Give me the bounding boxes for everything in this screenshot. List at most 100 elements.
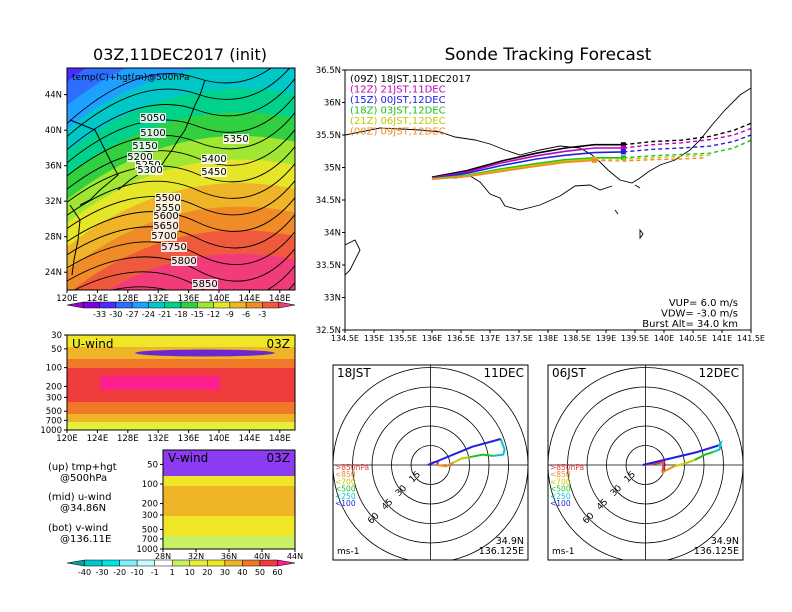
height-contour [67, 145, 295, 203]
x-tick-label: 137.5E [505, 334, 533, 343]
contour-label: 5400 [201, 154, 226, 165]
x-tick-label: 134.5E [331, 334, 359, 343]
colorbar-swatch [189, 559, 208, 567]
hodograph-segment [712, 439, 723, 453]
legend-entry: (15Z) 00JST,12DEC [350, 95, 446, 106]
y-tick-label: 700 [142, 535, 158, 545]
y-tick-label: 32N [45, 197, 62, 207]
side-note: (up) tmp+hgt [48, 462, 117, 473]
colorbar-swatch [164, 301, 182, 309]
y-tick-label: 36N [45, 162, 62, 172]
x-tick-label: 148E [269, 294, 291, 304]
hodograph-date-right: 12DEC [699, 366, 739, 380]
y-tick-label: 200 [142, 500, 158, 510]
hodograph-segment [469, 453, 494, 459]
burst-marker [620, 145, 626, 151]
track-line-descent [594, 154, 711, 160]
x-tick-label: 120E [56, 434, 78, 444]
height-contour [67, 213, 295, 256]
launch-parameter: VDW= -3.0 m/s [661, 309, 738, 320]
x-tick-label: 138.5E [563, 334, 591, 343]
colorbar-swatch [115, 301, 133, 309]
x-tick-label: 144E [239, 294, 261, 304]
x-tick-label: 132E [147, 434, 169, 444]
colorbar-label: -30 [96, 568, 109, 577]
y-tick-label: 1000 [40, 426, 62, 436]
colorbar-label: -33 [93, 310, 106, 319]
x-tick-label: 141E [712, 334, 732, 343]
y-tick-label: 1000 [136, 545, 158, 555]
y-tick-label: 36.5N [316, 66, 341, 76]
burst-marker [620, 149, 626, 155]
u-wind-easterly-area [135, 349, 275, 357]
x-tick-label: 144E [239, 434, 261, 444]
hodograph-segment [427, 438, 501, 466]
track-line [431, 151, 624, 180]
v-wind-time: 03Z [267, 451, 291, 465]
y-tick-label: 34N [324, 229, 341, 239]
colorbar-swatch [229, 301, 247, 309]
contour-label: 5700 [151, 231, 176, 242]
y-tick-label: 50 [51, 345, 62, 355]
x-tick-label: 148E [269, 434, 291, 444]
colorbar-swatch [136, 559, 155, 567]
track-line [431, 159, 595, 180]
coastline-kii [440, 175, 613, 211]
coastline-korea-china [69, 119, 119, 206]
height-contour [67, 179, 295, 230]
colorbar-swatch [131, 301, 149, 309]
colorbar-label: 1 [170, 568, 175, 577]
contour-label: 5050 [140, 113, 165, 124]
map-frame [66, 67, 296, 291]
legend-entry: (21Z) 06JST,12DEC [350, 116, 446, 127]
hodograph-legend-entry: <500 [335, 485, 356, 494]
x-tick-label: 136.5E [447, 334, 475, 343]
height-contour [67, 162, 295, 217]
contour-label: 5350 [223, 134, 248, 145]
colorbar-label: 10 [185, 568, 195, 577]
colorbar-swatch [171, 559, 191, 567]
u-wind-time: 03Z [267, 337, 291, 351]
hodograph-segment [694, 451, 714, 461]
height-contour [67, 247, 295, 282]
colorbar-swatch [213, 301, 231, 309]
y-tick-label: 36N [324, 99, 341, 109]
colorbar-label: 40 [237, 568, 247, 577]
contour-label: 5100 [140, 128, 165, 139]
legend-entry: (12Z) 21JST,11DEC [350, 85, 446, 96]
x-tick-label: 137E [480, 334, 500, 343]
coastline-honshu [345, 87, 751, 184]
hodograph-legend-entry: <250 [335, 492, 356, 501]
contour-label: 5800 [171, 256, 196, 267]
coastline-shikoku [345, 239, 361, 276]
colorbar-label: -21 [158, 310, 171, 319]
track-title: Sonde Tracking Forecast [445, 45, 652, 65]
hodograph-legend-entry: <500 [550, 485, 571, 494]
x-tick-label: 128E [117, 434, 139, 444]
colorbar-swatch [101, 559, 120, 567]
colorbar-label: -10 [131, 568, 144, 577]
hodograph-legend-entry: >850hPa [550, 463, 584, 472]
colorbar-label: -30 [109, 310, 122, 319]
height-contour [67, 111, 295, 177]
colorbar-label: -18 [174, 310, 187, 319]
u-wind-label: U-wind [72, 337, 113, 351]
y-tick-label: 30 [51, 331, 62, 341]
hodograph-position: 136.125E [694, 546, 739, 557]
colorbar-swatch [154, 559, 173, 567]
colorbar-swatch [262, 301, 279, 309]
x-tick-label: 32N [188, 552, 204, 561]
x-tick-label: 136E [178, 294, 200, 304]
colorbar-swatch [99, 301, 117, 309]
hodograph-segment [492, 438, 506, 457]
hodograph-segment [436, 461, 455, 468]
x-tick-label: 128E [117, 294, 139, 304]
burst-marker [591, 157, 597, 163]
hodograph-legend-entry: <100 [335, 499, 356, 508]
hodograph-position: 34.9N [711, 536, 739, 547]
map-annotation: temp(C)+hgt(m)@500hPa [72, 73, 190, 83]
colorbar-label: -15 [191, 310, 204, 319]
track-line-descent [623, 139, 751, 159]
colorbar-swatch [84, 559, 103, 567]
